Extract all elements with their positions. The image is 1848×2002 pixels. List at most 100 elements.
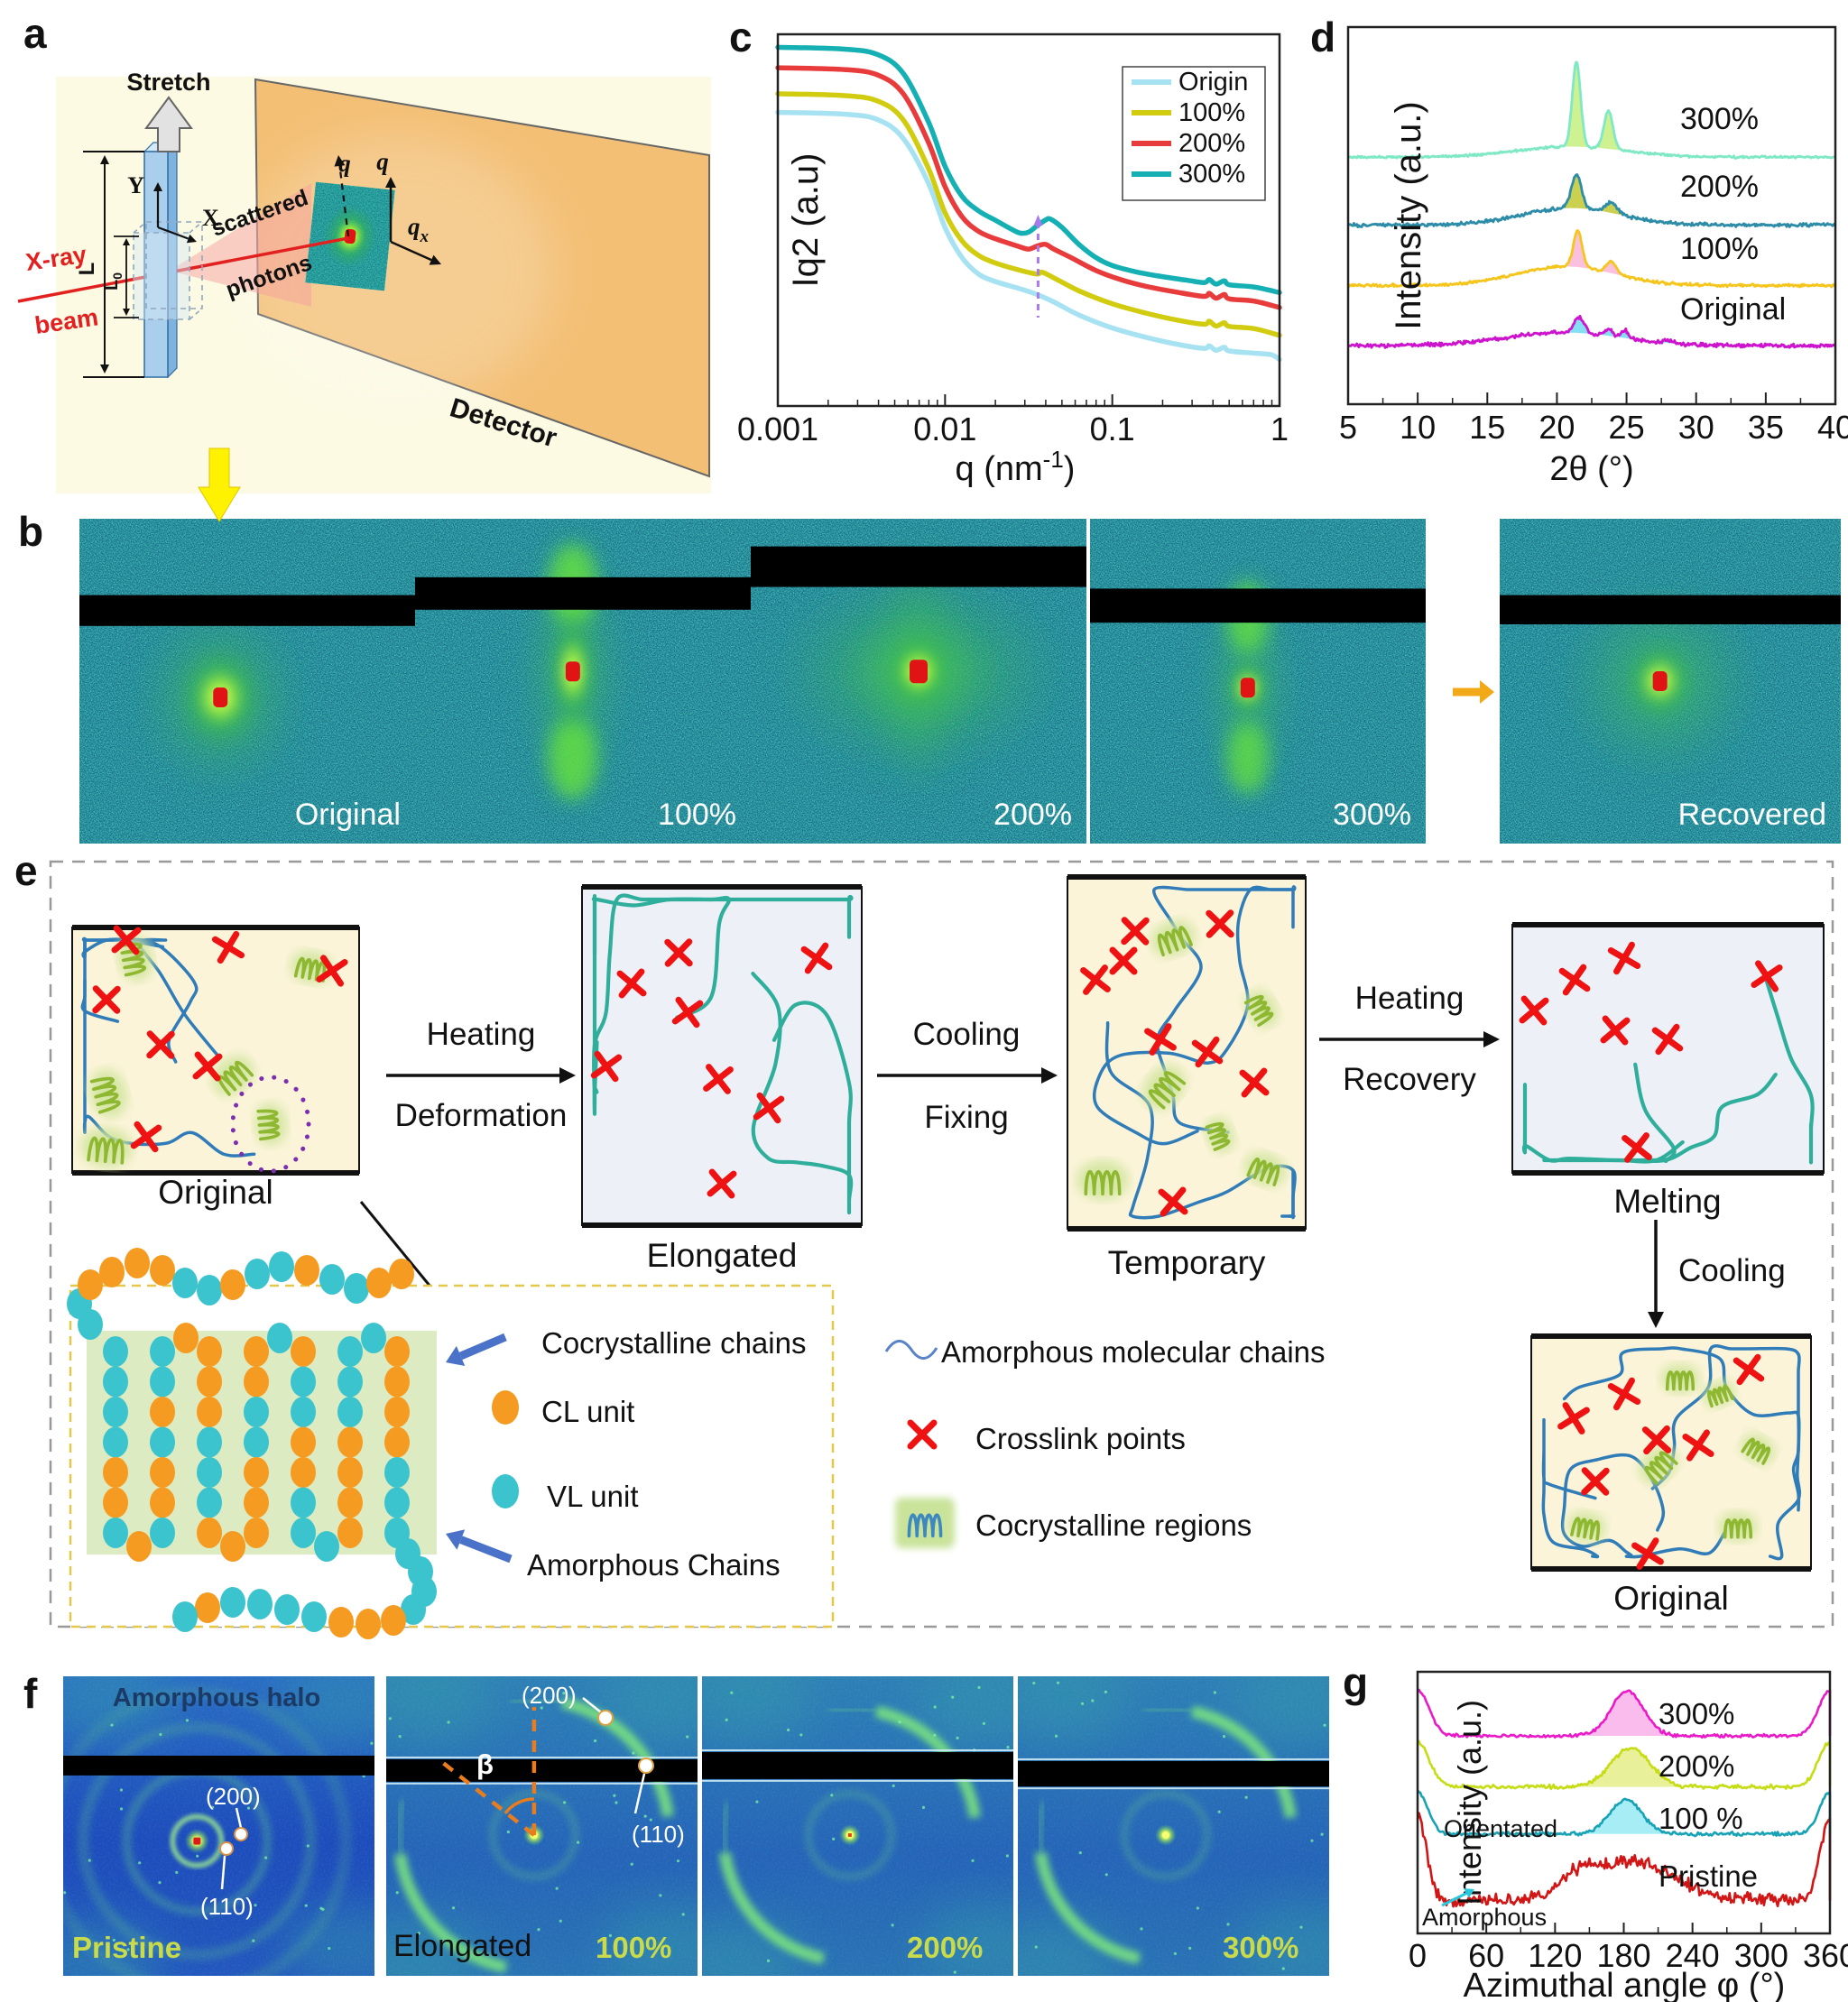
step-heating-label: Heating xyxy=(426,1017,536,1052)
amorphous-annotation: Amorphous xyxy=(1422,1904,1548,1931)
saxs-curve-300% xyxy=(775,44,1282,296)
xrd-curve-200% xyxy=(1347,173,1837,228)
cocrystal-coil-icon xyxy=(1566,1510,1606,1543)
cl-unit-bead xyxy=(337,1426,363,1458)
crosslink-x-icon xyxy=(907,1419,938,1450)
svg-text:180: 180 xyxy=(1596,1937,1650,1974)
cl-unit-bead xyxy=(78,1269,103,1300)
cl-unit-bead xyxy=(244,1366,269,1398)
strain-200-label: 200% xyxy=(907,1931,984,1964)
box-label-original: Original xyxy=(158,1174,273,1211)
polymer-chain xyxy=(1280,1169,1296,1219)
detector-gap-bar xyxy=(702,1751,1013,1779)
crosslink-x-icon xyxy=(1641,1425,1672,1455)
cl-unit-bead xyxy=(150,1255,175,1286)
cocrystal-coil-icon xyxy=(1639,1445,1678,1485)
tile-label: 100% xyxy=(658,798,736,832)
vl-unit-bead xyxy=(319,1264,345,1295)
crosslink-x-icon xyxy=(1607,1377,1641,1411)
svg-text:q: q xyxy=(338,150,351,177)
cl-unit-bead xyxy=(291,1457,316,1488)
cocrystal-coil-icon xyxy=(1702,1380,1736,1408)
cl-unit-bead xyxy=(384,1397,410,1427)
polymer-chain xyxy=(1541,1417,1600,1559)
cocrystal-coil-icon xyxy=(80,1127,133,1168)
crosslink-x-icon xyxy=(111,925,142,955)
cl-unit-bead xyxy=(150,1487,175,1518)
recovered-arrow-icon xyxy=(1453,680,1494,704)
vl-unit-bead xyxy=(361,1323,386,1353)
cl-unit-bead xyxy=(389,1259,414,1289)
svg-text:Origin: Origin xyxy=(1178,68,1248,97)
vl-unit-bead xyxy=(103,1397,128,1427)
xrd-curve-100% xyxy=(1346,229,1836,289)
svg-text:300: 300 xyxy=(1734,1937,1788,1974)
svg-text:100%: 100% xyxy=(1680,232,1759,266)
svg-text:0: 0 xyxy=(1409,1937,1427,1974)
svg-text:X: X xyxy=(202,205,219,231)
tile-label: Original xyxy=(294,798,401,832)
crosslink-x-icon xyxy=(1557,1402,1590,1435)
crosslink-x-icon xyxy=(1631,1537,1664,1570)
vl-unit-bead xyxy=(337,1366,363,1398)
vl-unit-bead xyxy=(103,1426,128,1458)
vl-unit-bead xyxy=(291,1366,316,1398)
svg-text:Original: Original xyxy=(1680,292,1786,327)
svg-text:Intensity (a.u.): Intensity (a.u.) xyxy=(1389,101,1428,329)
vl-unit-bead xyxy=(401,1594,426,1625)
vl-unit-bead xyxy=(291,1487,316,1518)
cl-unit-bead xyxy=(173,1323,199,1353)
detector-gap-bar xyxy=(751,546,1086,587)
svg-text:360: 360 xyxy=(1803,1937,1848,1974)
vl-unit-icon xyxy=(492,1474,519,1508)
structure-box-4 xyxy=(1530,1333,1812,1572)
inset-amorphous-chains-label: Amorphous Chains xyxy=(527,1548,781,1582)
svg-text:Pristine: Pristine xyxy=(1659,1859,1758,1893)
cl-unit-bead xyxy=(195,1592,220,1623)
svg-text:30: 30 xyxy=(1678,409,1714,446)
tile-label: 200% xyxy=(993,798,1072,832)
cocrystal-coil-icon xyxy=(1150,919,1196,957)
cl-unit-bead xyxy=(381,1605,406,1636)
cl-unit-bead xyxy=(337,1487,363,1518)
cl-unit-bead xyxy=(244,1336,269,1367)
panel-label-c: c xyxy=(729,14,753,60)
box-label-elongated: Elongated xyxy=(646,1237,798,1274)
structure-box-1 xyxy=(581,884,863,1228)
waxs-2d-tile-pristine xyxy=(63,1676,374,1976)
panel-label-e: e xyxy=(14,847,38,894)
svg-text:60: 60 xyxy=(1468,1937,1504,1974)
cl-unit-bead xyxy=(244,1457,269,1488)
box-label-temporary: Temporary xyxy=(1107,1244,1266,1281)
detector-gap-bar xyxy=(415,577,751,610)
structure-box-2 xyxy=(1067,874,1307,1232)
svg-text:2θ (°): 2θ (°) xyxy=(1549,450,1633,488)
svg-text:200%: 200% xyxy=(1659,1749,1734,1783)
vl-unit-bead xyxy=(245,1259,270,1289)
crosslink-x-icon xyxy=(671,996,704,1029)
cocrystal-coil-icon xyxy=(907,1513,943,1538)
vl-unit-bead xyxy=(103,1366,128,1398)
crosslink-x-icon xyxy=(707,1168,737,1199)
cl-unit-bead xyxy=(197,1366,222,1398)
polymer-chain xyxy=(591,893,854,1116)
svg-text:Stretch: Stretch xyxy=(126,69,210,96)
crosslink-x-icon xyxy=(1109,946,1138,975)
cocrystal-coil-icon xyxy=(1243,1152,1287,1186)
waxs-2d-image xyxy=(386,1676,698,1976)
cl-unit-bead xyxy=(244,1518,269,1548)
inset-cl-unit-label: CL unit xyxy=(541,1395,635,1428)
crosslink-x-icon xyxy=(1519,995,1549,1026)
panel-e-mechanism-diagram xyxy=(49,860,1834,1639)
svg-text:100 %: 100 % xyxy=(1659,1802,1743,1835)
svg-text:200%: 200% xyxy=(1178,129,1245,158)
vl-unit-bead xyxy=(247,1589,273,1619)
svg-text:0.01: 0.01 xyxy=(913,411,976,447)
vl-unit-bead xyxy=(274,1594,300,1625)
svg-text:300%: 300% xyxy=(1178,160,1245,189)
crosslink-x-icon xyxy=(1581,1467,1610,1496)
crosslink-x-icon xyxy=(1144,1023,1177,1056)
saxs-2d-tile-300: 300% xyxy=(1090,519,1426,844)
svg-text:35: 35 xyxy=(1748,409,1784,446)
